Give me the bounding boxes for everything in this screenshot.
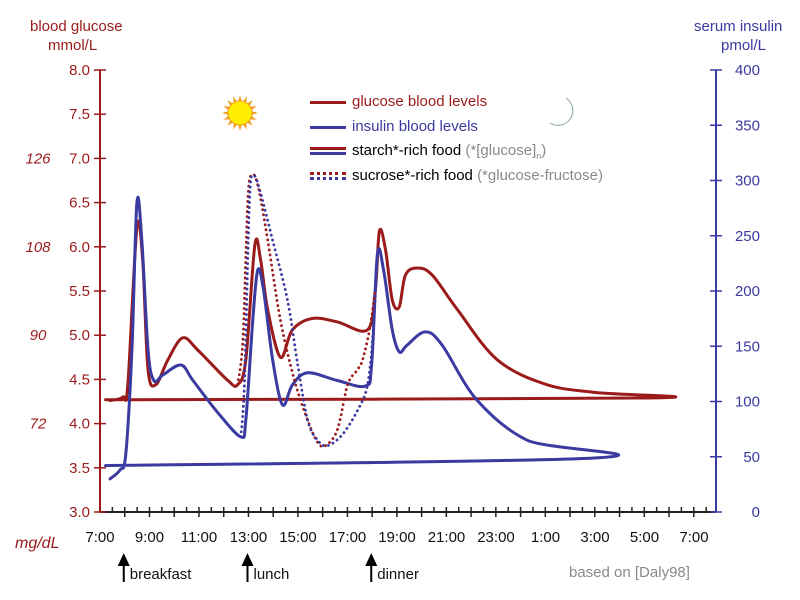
legend-swatch-glucose [310, 100, 346, 104]
right-tick-label: 300 [735, 173, 760, 190]
mgdl-tick-label: 90 [30, 327, 47, 344]
right-tick-label: 50 [743, 449, 760, 466]
legend-insulin: insulin blood levels [310, 118, 478, 135]
left-tick-label: 5.5 [69, 283, 90, 300]
x-tick-label: 21:00 [428, 529, 466, 546]
right-tick-label: 250 [735, 228, 760, 245]
series-line-2 [236, 172, 377, 449]
legend-label: starch*-rich food [352, 142, 462, 159]
left-tick-label: 4.0 [69, 416, 90, 433]
right-tick-label: 100 [735, 394, 760, 411]
moon-icon [549, 97, 574, 126]
mgdl-unit: mg/dL [15, 535, 60, 552]
legend-note-text: (*[glucose] [465, 142, 537, 159]
left-tick-label: 7.0 [69, 150, 90, 167]
mgdl-tick-label: 108 [25, 239, 51, 256]
arrow-up-icon [241, 553, 254, 566]
legend-label: glucose blood levels [352, 93, 488, 110]
x-tick-label: 11:00 [181, 529, 217, 546]
legend-note-sub: n [536, 151, 542, 161]
series-line-1 [104, 195, 620, 481]
x-tick-label: 5:00 [630, 529, 659, 546]
x-tick-label: 3:00 [580, 529, 609, 546]
legend-swatch-insulin [310, 125, 346, 129]
x-tick-label: 1:00 [531, 529, 560, 546]
x-tick-label: 13:00 [230, 529, 268, 546]
x-tick-label: 7:00 [85, 529, 114, 546]
left-tick-label: 5.0 [69, 327, 90, 344]
arrow-up-icon [365, 553, 378, 566]
arrow-up-icon [117, 553, 130, 566]
x-tick-label: 23:00 [477, 529, 515, 546]
legend-label: sucrose*-rich food [352, 167, 473, 184]
left-tick-label: 7.5 [69, 106, 90, 123]
series-line-0 [104, 219, 678, 403]
right-tick-label: 200 [735, 283, 760, 300]
right-tick-label: 150 [735, 338, 760, 355]
legend-glucose: glucose blood levels [310, 93, 487, 110]
meal-label: breakfast [130, 566, 193, 583]
left-axis-title: blood glucose [30, 18, 123, 35]
right-axis-unit: pmol/L [721, 37, 767, 54]
legend-starch: starch*-rich food (*[glucose]n) [310, 142, 546, 161]
legend-label: insulin blood levels [352, 118, 478, 135]
mgdl-tick-label: 72 [30, 416, 47, 433]
legend-sucrose: sucrose*-rich food (*glucose-fructose) [310, 167, 603, 184]
left-tick-label: 6.0 [69, 239, 90, 256]
x-tick-label: 9:00 [135, 529, 164, 546]
left-tick-label: 3.0 [69, 504, 90, 521]
right-tick-label: 400 [735, 62, 760, 79]
left-tick-label: 4.5 [69, 371, 90, 388]
x-tick-label: 17:00 [329, 529, 367, 546]
meal-label: dinner [377, 566, 419, 583]
left-tick-label: 8.0 [69, 62, 90, 79]
right-axis-title: serum insulin [694, 18, 783, 35]
x-tick-label: 7:00 [679, 529, 708, 546]
left-tick-label: 6.5 [69, 195, 90, 212]
left-axis-unit: mmol/L [48, 37, 98, 54]
legend-swatch-sucrose [310, 172, 346, 181]
meal-label: lunch [254, 566, 290, 583]
legend-note: (*[glucose]n) [465, 142, 547, 161]
sun-icon [222, 95, 258, 131]
x-tick-label: 19:00 [378, 529, 416, 546]
left-tick-label: 3.5 [69, 460, 90, 477]
legend-swatch-starch [310, 147, 346, 156]
source-note: based on [Daly98] [569, 564, 690, 581]
right-tick-label: 0 [752, 504, 760, 521]
legend-note: (*glucose-fructose) [477, 167, 603, 184]
mgdl-tick-label: 126 [25, 150, 51, 167]
legend-note-close: ) [541, 142, 547, 159]
series-line-3 [239, 174, 379, 448]
right-tick-label: 350 [735, 117, 760, 134]
x-tick-label: 15:00 [279, 529, 317, 546]
